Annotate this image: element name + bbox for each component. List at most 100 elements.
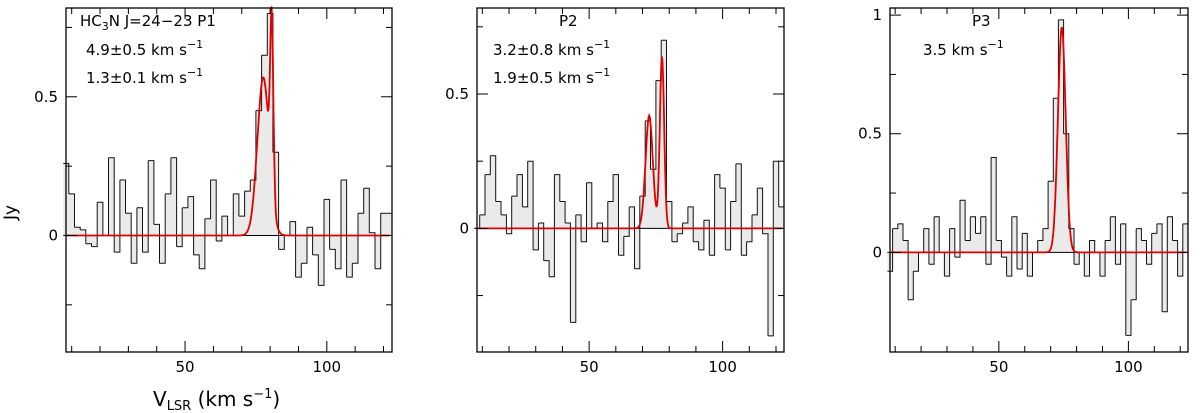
spectrum-channel [210,179,217,241]
spectrum-channel [227,193,234,236]
spectrum-channel [714,174,721,189]
spectrum-channel [768,161,774,337]
spectrum-channel [329,248,336,269]
spectrum-channel [543,260,550,277]
spectrum-channel [980,216,987,265]
spectrum-channel [295,263,302,278]
spectrum-channel [1136,228,1142,241]
spectrum-channel [533,223,539,251]
spectrum-channel [897,223,904,241]
spectrum-channel [131,207,138,264]
spectrum-channel [575,214,582,242]
spectrum-channel [970,216,976,234]
spectrum-channel [538,222,545,261]
spectrum-channel [517,174,523,207]
spectrum-channel [709,174,716,256]
x-tick-label: 50 [989,358,1008,376]
panel-title: HC3N J=24−23 P1 [80,12,216,33]
spectrum-channel [618,236,625,256]
spectrum-channel [153,223,160,264]
spectrum-channel [176,207,183,248]
spectrum-channel [762,233,769,336]
spectrum-channel [554,174,561,202]
spectrum-channel [965,216,971,241]
spectrum-channel [607,174,614,202]
spectrum-fill [887,19,1188,336]
spectrum-channel [108,157,115,253]
spectrum-channel [918,228,925,253]
y-tick-label: 0.5 [445,85,469,103]
spectrum-channel [125,212,132,264]
spectrum-channel [1105,216,1111,241]
panel-title: P3 [972,12,991,30]
spectrum-channel [991,157,997,241]
spectrum-fill [474,40,784,336]
spectrum-channel [369,232,376,269]
spectrum-channel [1146,233,1153,265]
spectrum-channel [597,222,603,242]
spectrum-channel [741,241,748,256]
spectrum-channel [68,193,75,228]
spectrum-channel [687,206,694,242]
spectrum-channel [650,80,657,170]
spectrum-channel [1156,223,1163,312]
spectrum-channel [1141,240,1147,265]
x-axis-label: VLSR (km s−1) [153,387,280,413]
spectrum-channel [908,271,914,301]
spectrum-channel [934,216,940,253]
spectrum-channel [289,221,297,278]
spectrum-channel [1017,233,1023,270]
spectrum-channel [506,196,513,235]
spectrum-channel [284,221,291,236]
spectrum-channel [559,201,566,223]
spectrum-channel [335,180,342,270]
spectrum-channel [80,229,87,244]
spectrum-channel [1172,240,1179,277]
spectrum-channel [949,228,956,258]
spectrum-channel [159,193,166,264]
spectrum-channel [102,157,109,236]
gaussian-fit-line [66,6,390,237]
spectrum-channel [170,157,178,247]
fit-width-annotation: 3.5 km s−1 [923,38,1004,59]
spectrum-channel [165,157,172,195]
spectrum-channel [1001,256,1008,277]
spectrum-channel [928,216,935,265]
fit-width-annotation: 3.2±0.8 km s−1 [493,38,610,59]
spectrum-channel [1151,223,1158,234]
spectrum-channel [74,226,81,230]
spectrum-channel [346,263,353,278]
spectrum-channel [1048,98,1054,182]
spectrum-channel [307,226,314,255]
spectrum-channel [136,207,143,253]
spectrum-channel [725,201,732,251]
y-axis-label: Jy [1,205,21,221]
spectrum-channel [63,162,70,194]
spectrum-channel [216,216,223,242]
spectrum-channel [703,219,710,256]
spectrum-channel [511,174,518,197]
gaussian-fit-line [477,56,782,230]
plot-frame [65,7,393,353]
spectrum-channel [1089,240,1096,253]
spectrum-channel [565,222,571,323]
spectrum-channel [1022,232,1028,277]
fit-width-annotation: 1.9±0.5 km s−1 [493,66,610,87]
spectrum-channel [1006,216,1013,277]
spectrum-channel [960,199,966,241]
spectrum-channel [939,251,945,277]
spectrum-channel [1115,223,1122,265]
spectrum-channel [1094,251,1101,277]
spectrum-channel [887,228,894,272]
spectrum-channel [182,196,189,209]
spectrum-channel [549,174,555,278]
spectrum-channel [1042,181,1049,230]
spectrum-channel [892,223,899,230]
spectrum-channel [954,200,961,258]
spectrum-channel [730,163,737,202]
spectrum-channel [903,240,909,300]
spectrum-channel [221,215,229,236]
y-tick-label: 1 [872,6,882,24]
spectrum-channel [1120,223,1127,336]
spectrum-channel [142,160,149,253]
